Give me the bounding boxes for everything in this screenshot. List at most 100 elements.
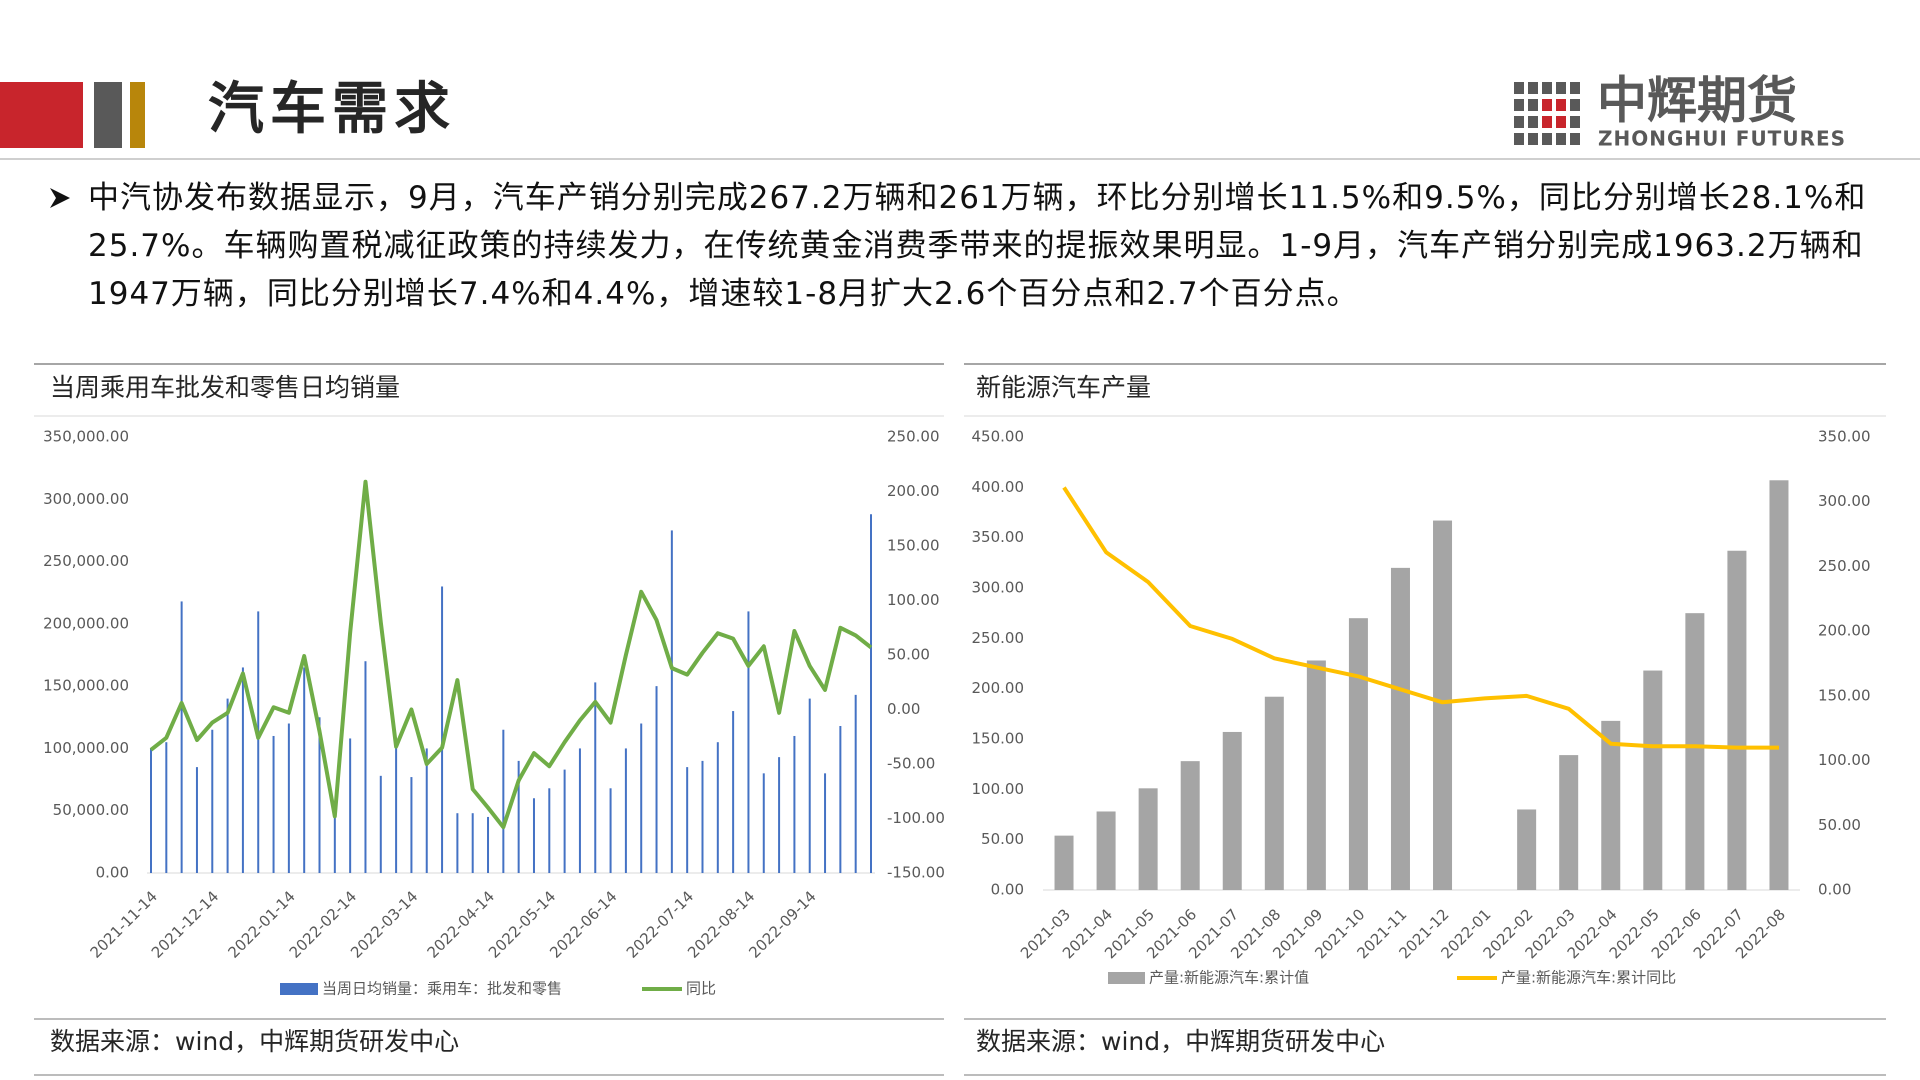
y-tick-label: 350,000.00: [43, 428, 129, 446]
bar: [670, 530, 673, 873]
logo-square: [1528, 133, 1538, 145]
bar: [716, 742, 719, 873]
legend-label: 产量:新能源汽车:累计值: [1149, 969, 1309, 987]
bar: [808, 698, 811, 873]
bar: [762, 773, 765, 873]
body-text: 中汽协发布数据显示，9月，汽车产销分别完成267.2万辆和261万辆，环比分别增…: [88, 180, 1867, 312]
chart-title: 新能源汽车产量: [976, 373, 1151, 402]
bar: [180, 601, 183, 873]
y2-tick-label: 0.00: [887, 700, 920, 718]
bar: [1601, 720, 1621, 890]
y-tick-label: 0.00: [991, 881, 1024, 899]
bar: [793, 735, 796, 873]
bar: [349, 738, 352, 873]
bar: [609, 788, 612, 873]
y-tick-label: 100.00: [972, 780, 1025, 798]
bar: [1517, 809, 1537, 890]
logo-square: [1570, 99, 1580, 111]
bar: [318, 717, 321, 873]
logo-square: [1514, 99, 1524, 111]
logo-square: [1514, 116, 1524, 128]
bar: [624, 748, 627, 873]
header-block: [130, 82, 145, 148]
y2-tick-label: 250.00: [1818, 557, 1871, 575]
bar: [870, 514, 872, 873]
y-tick-label: 200,000.00: [43, 614, 129, 632]
bar: [471, 813, 474, 873]
bar: [241, 667, 244, 873]
logo-square: [1514, 82, 1524, 94]
bar: [1054, 835, 1074, 890]
bar: [854, 694, 857, 873]
logo-square: [1570, 133, 1580, 145]
y2-tick-label: 300.00: [1818, 492, 1871, 510]
bar: [364, 661, 367, 873]
y2-tick-label: 100.00: [1818, 751, 1871, 769]
line: [1062, 486, 1779, 750]
y-tick-label: 400.00: [972, 478, 1025, 496]
bar: [502, 729, 505, 873]
bar: [425, 748, 428, 873]
bar: [701, 760, 704, 873]
legend-label: 当周日均销量：乘用车：批发和零售: [322, 980, 562, 998]
y-tick-label: 50,000.00: [53, 801, 129, 819]
bar: [824, 773, 827, 873]
bar: [150, 748, 152, 873]
y2-tick-label: -150.00: [887, 864, 945, 882]
y2-tick-label: 200.00: [887, 482, 940, 500]
bar: [532, 798, 535, 873]
bar: [287, 723, 290, 873]
legend-label: 同比: [686, 980, 716, 998]
bar: [333, 804, 336, 873]
bar: [548, 788, 551, 873]
logo-square: [1542, 116, 1552, 128]
y-tick-label: 250,000.00: [43, 552, 129, 570]
bar: [1769, 480, 1789, 890]
header-block: [0, 82, 83, 148]
logo-square: [1570, 116, 1580, 128]
bar: [1348, 618, 1368, 890]
y2-tick-label: 50.00: [887, 646, 930, 664]
y2-tick-label: 50.00: [1818, 816, 1861, 834]
logo-square: [1556, 82, 1566, 94]
logo-text: 中辉期货: [1597, 72, 1797, 130]
bar: [778, 757, 781, 873]
bar: [839, 726, 842, 873]
bar: [1096, 811, 1116, 890]
y-tick-label: 300,000.00: [43, 490, 129, 508]
bar: [211, 729, 214, 873]
y2-tick-label: -100.00: [887, 809, 945, 827]
y-tick-label: 50.00: [981, 830, 1024, 848]
bar: [640, 723, 643, 873]
bar: [517, 760, 520, 873]
bar: [257, 611, 260, 873]
y2-tick-label: 100.00: [887, 591, 940, 609]
bar: [1390, 567, 1410, 890]
bar: [563, 769, 566, 873]
y-tick-label: 200.00: [972, 679, 1025, 697]
logo-square: [1542, 99, 1552, 111]
y-tick-label: 100,000.00: [43, 739, 129, 757]
logo-subtext: ZHONGHUI FUTURES: [1598, 127, 1846, 151]
logo-square: [1570, 82, 1580, 94]
y2-tick-label: -50.00: [887, 755, 935, 773]
y2-tick-label: 350.00: [1818, 428, 1871, 446]
bar: [594, 682, 597, 873]
bar: [226, 698, 229, 873]
chart-title: 当周乘用车批发和零售日均销量: [50, 373, 400, 402]
bar: [165, 742, 168, 873]
bar: [686, 767, 689, 873]
logo-square: [1542, 133, 1552, 145]
y-tick-label: 450.00: [972, 428, 1025, 446]
source-note: 数据来源：wind，中辉期货研发中心: [976, 1027, 1385, 1056]
logo-square: [1542, 82, 1552, 94]
bar: [1433, 520, 1453, 890]
bar: [1727, 550, 1747, 890]
logo-square: [1556, 133, 1566, 145]
bar: [441, 586, 444, 873]
y2-tick-label: 250.00: [887, 428, 940, 446]
y2-tick-label: 150.00: [887, 537, 940, 555]
logo-square: [1514, 133, 1524, 145]
